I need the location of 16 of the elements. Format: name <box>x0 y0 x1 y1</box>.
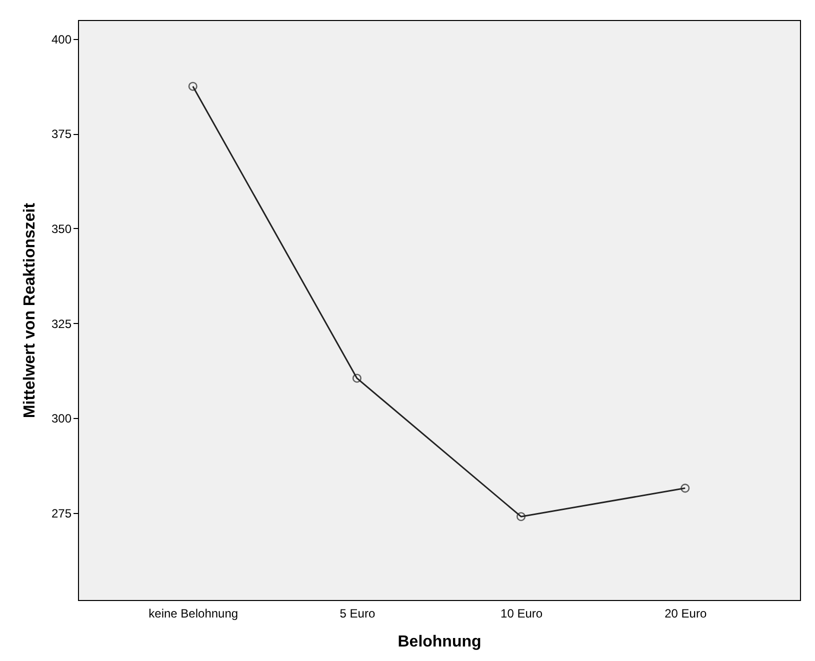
x-axis-title: Belohnung <box>398 634 482 650</box>
point <box>188 82 198 91</box>
point <box>516 512 526 522</box>
x-tick-label: 5 Euro <box>340 606 376 620</box>
x-tick-label: 10 Euro <box>500 606 543 620</box>
y-axis-title: Mittelwert von Reaktionszeit <box>21 202 38 418</box>
x-tick-label: keine Belohnung <box>148 606 238 620</box>
y-tick-label: 350 <box>51 222 72 236</box>
y-tick-label: 300 <box>51 412 72 426</box>
y-tick-label: 400 <box>51 32 72 46</box>
y-tick-label: 375 <box>51 127 72 142</box>
y-tick-label: 325 <box>51 316 72 331</box>
point <box>352 374 362 383</box>
y-tick-label: 275 <box>51 506 72 520</box>
point <box>680 484 690 493</box>
x-tick-label: 20 Euro <box>664 606 707 620</box>
